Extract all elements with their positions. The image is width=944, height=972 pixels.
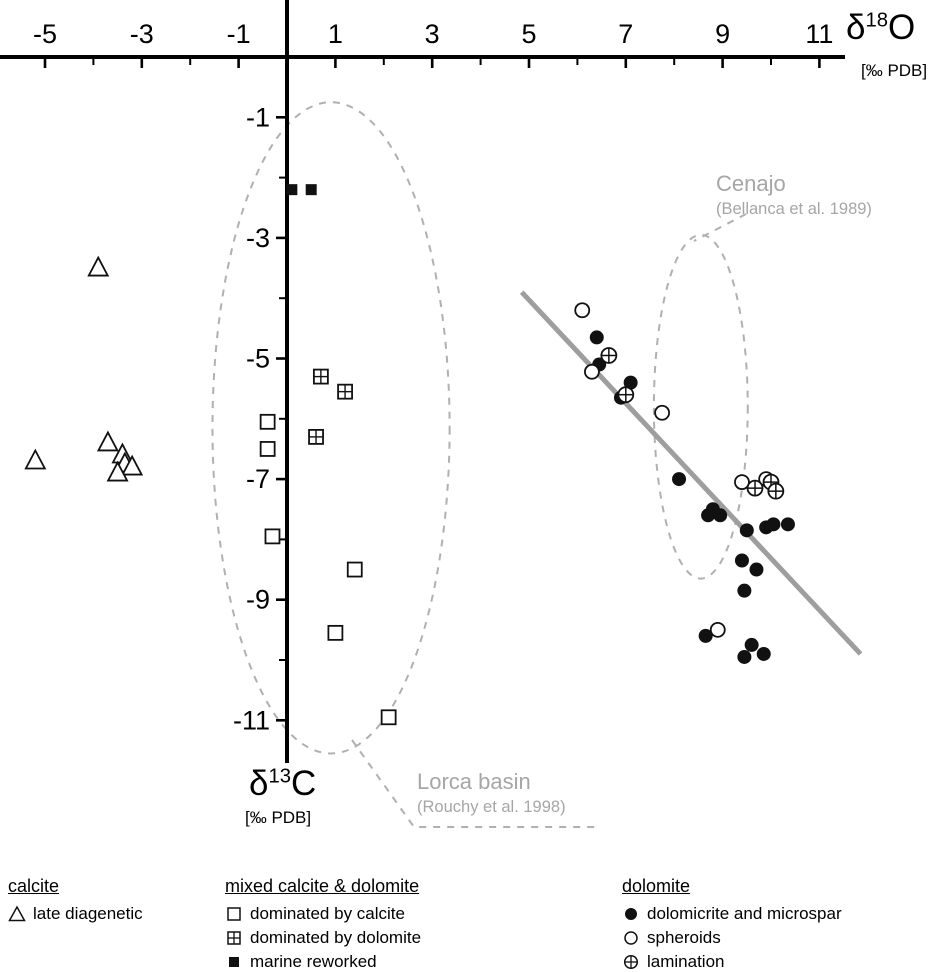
y-tick-label: -7: [246, 464, 270, 494]
leader-line-lorca-basin: [351, 739, 597, 828]
series-lamination: [600, 347, 785, 500]
legend-item: late diagenetic: [8, 902, 143, 926]
series-mixed-dominated-by-dolomite: [308, 368, 353, 445]
field-ellipse-lorca-basin: [211, 101, 451, 755]
x-axis-element: O: [888, 8, 916, 47]
x-tick-label: 7: [618, 19, 633, 49]
x-tick-label: -5: [33, 19, 57, 49]
crossed-square-icon: [227, 931, 241, 945]
x-tick-label: -1: [227, 19, 251, 49]
filled-circle-icon: [625, 908, 637, 920]
annotation-title-cenajo: Cenajo: [716, 171, 786, 196]
y-axis-unit: [‰ PDB]: [245, 808, 312, 827]
open-triangle-icon: [8, 905, 26, 922]
legend-item: dominated by dolomite: [225, 926, 421, 950]
legend-item-label: spheroids: [647, 928, 721, 947]
x-tick-label: 3: [425, 19, 440, 49]
crossed-circle-icon: [623, 954, 639, 970]
y-axis-element: C: [291, 764, 317, 803]
legend-item: spheroids: [622, 926, 842, 950]
legend-group-title: calcite: [8, 876, 60, 896]
field-ellipse-cenajo: [652, 233, 749, 580]
annotation-subtitle-cenajo: (Bellanca et al. 1989): [716, 200, 872, 218]
y-axis-title: δ13C: [249, 766, 316, 801]
legend-item-label: lamination: [647, 952, 725, 971]
scatter-plot-canvas: Cenajo (Bellanca et al. 1989) Lorca basin (…: [0, 0, 872, 828]
legend-item-label: dolomicrite and microspar: [647, 904, 842, 923]
x-tick-label: 11: [805, 19, 833, 49]
open-circle-icon: [624, 931, 638, 945]
y-tick-label: -11: [233, 705, 270, 735]
legend-item: lamination: [622, 950, 842, 972]
x-tick-label: -3: [130, 19, 154, 49]
legend-group-calcite: calcite late diagenetic: [8, 876, 143, 926]
legend-group-dolomite: dolomite dolomicrite and microspar spher…: [622, 876, 842, 972]
y-axis-superscript: 13: [268, 765, 292, 788]
y-tick-label: -9: [246, 585, 270, 615]
x-axis-unit: [‰ PDB]: [861, 61, 928, 80]
legend-group-mixed: mixed calcite & dolomite dominated by ca…: [225, 876, 421, 972]
x-tick-label: 5: [521, 19, 536, 49]
legend-item-label: late diagenetic: [33, 904, 143, 923]
annotation-subtitle-lorca-basin: (Rouchy et al. 1998): [417, 798, 566, 816]
series-mixed-dominated-by-calcite: [259, 413, 397, 726]
legend-item: marine reworked: [225, 950, 421, 972]
x-axis-superscript: 18: [865, 9, 889, 32]
x-tick-label: 9: [715, 19, 730, 49]
legend-group-title: dolomite: [622, 876, 691, 896]
y-tick-label: -5: [246, 344, 270, 374]
filled-square-icon: [229, 957, 239, 967]
x-axis-title: δ18O: [846, 10, 915, 45]
legend-item-label: marine reworked: [250, 952, 377, 971]
series-calcite-late-diagenetic: [24, 255, 144, 482]
x-tick-label: 1: [328, 19, 343, 49]
legend-item-label: dominated by calcite: [250, 904, 405, 923]
y-tick-label: -3: [246, 223, 270, 253]
leader-line-cenajo: [693, 213, 747, 242]
delta-symbol: δ: [249, 764, 269, 803]
legend-group-title: mixed calcite & dolomite: [225, 876, 420, 896]
annotation-title-lorca-basin: Lorca basin: [417, 769, 531, 794]
series-dolomicrite-and-microspar: [589, 330, 795, 664]
legend-item-label: dominated by dolomite: [250, 928, 422, 947]
series-marine-reworked: [286, 184, 317, 196]
legend: calcite late diagenetic mixed calcite & …: [0, 876, 944, 972]
delta-symbol: δ: [846, 8, 866, 47]
open-square-icon: [227, 907, 241, 921]
y-tick-label: -1: [246, 102, 270, 132]
legend-item: dolomicrite and microspar: [622, 902, 842, 926]
regression-line: [519, 290, 863, 656]
legend-item: dominated by calcite: [225, 902, 421, 926]
